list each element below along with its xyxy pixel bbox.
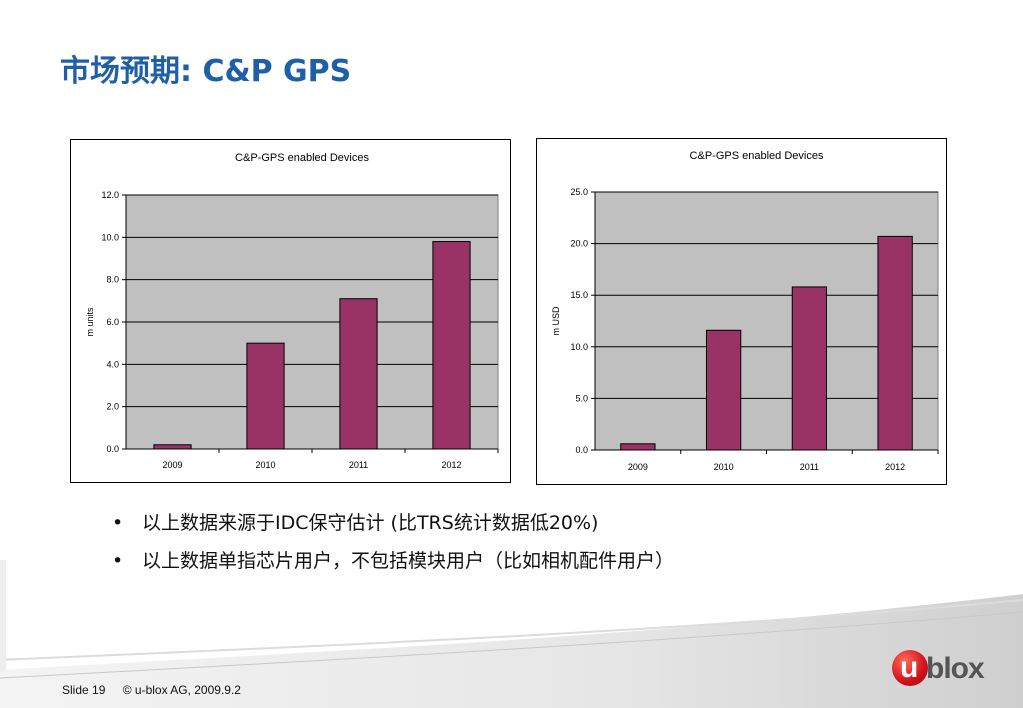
bullet-text: 以上数据单指芯片用户，不包括模块用户（比如相机配件用户） (142, 550, 675, 572)
y-axis-label: m USD (551, 306, 561, 336)
y-tick-label: 10.0 (570, 342, 588, 352)
bar-2011 (791, 286, 828, 451)
bullet-item-source: • 以上数据来源于IDC保守估计 (比TRS统计数据低20%) (112, 506, 674, 544)
slide-title: 市场预期: C&P GPS (60, 54, 352, 89)
y-tick-label: 0.0 (106, 444, 119, 454)
y-tick-label: 8.0 (106, 275, 119, 285)
x-tick-label: 2011 (800, 462, 819, 472)
chart-units: C&P-GPS enabled Devices 0.0 2.0 4.0 6.0 8.0 10… (70, 139, 511, 483)
y-tick-label: 20.0 (570, 239, 588, 249)
x-tick-label: 2012 (885, 462, 905, 472)
y-tick-label: 0.0 (575, 445, 588, 455)
bullet-list: • 以上数据来源于IDC保守估计 (比TRS统计数据低20%) • 以上数据单指… (112, 506, 674, 582)
footer: Slide 19 © u-blox AG, 2009.9.2 (62, 683, 255, 697)
bar-2010 (705, 329, 742, 451)
copyright: © u-blox AG, 2009.9.2 (122, 683, 241, 697)
bar-2012 (432, 241, 471, 450)
bullet-symbol: • (112, 512, 124, 534)
y-axis-label: m units (85, 307, 95, 337)
bar-2011 (339, 298, 378, 450)
logo-text: blox (926, 652, 985, 685)
y-tick-label: 12.0 (101, 190, 119, 200)
chart-usd: C&P-GPS enabled Devices 0.0 5.0 10.0 15.0 20.… (536, 138, 947, 485)
x-tick-label: 2012 (441, 460, 461, 470)
chart-title: C&P-GPS enabled Devices (690, 150, 824, 162)
bar-2009 (620, 443, 656, 451)
x-tick-label: 2011 (349, 460, 368, 470)
bullet-symbol: • (112, 550, 124, 572)
chart-usd-svg: C&P-GPS enabled Devices 0.0 5.0 10.0 15.0 20.… (551, 150, 939, 472)
footer-swoosh (0, 560, 1023, 708)
bar-2012 (877, 235, 913, 451)
slide-number: Slide 19 (62, 683, 106, 697)
x-tick-label: 2009 (162, 460, 182, 470)
x-tick-label: 2010 (714, 462, 734, 472)
chart-units-svg: C&P-GPS enabled Devices 0.0 2.0 4.0 6.0 8.0 10… (85, 152, 499, 470)
chart-title: C&P-GPS enabled Devices (235, 152, 369, 164)
y-tick-label: 25.0 (570, 187, 588, 197)
logo-circle-icon (892, 650, 928, 686)
y-tick-label: 15.0 (570, 290, 588, 300)
y-tick-label: 2.0 (106, 402, 119, 412)
bar-2009 (153, 444, 192, 450)
logo-u: u (900, 651, 919, 684)
x-tick-label: 2009 (628, 462, 648, 472)
x-tick-label: 2010 (255, 460, 275, 470)
ublox-logo: u blox (892, 648, 998, 692)
bullet-item-scope: • 以上数据单指芯片用户，不包括模块用户（比如相机配件用户） (112, 544, 674, 582)
y-tick-label: 10.0 (101, 232, 119, 242)
y-tick-label: 4.0 (106, 359, 119, 369)
bar-2010 (246, 342, 285, 450)
y-tick-label: 6.0 (106, 317, 119, 327)
y-tick-label: 5.0 (575, 393, 588, 403)
bullet-text: 以上数据来源于IDC保守估计 (比TRS统计数据低20%) (142, 512, 599, 534)
